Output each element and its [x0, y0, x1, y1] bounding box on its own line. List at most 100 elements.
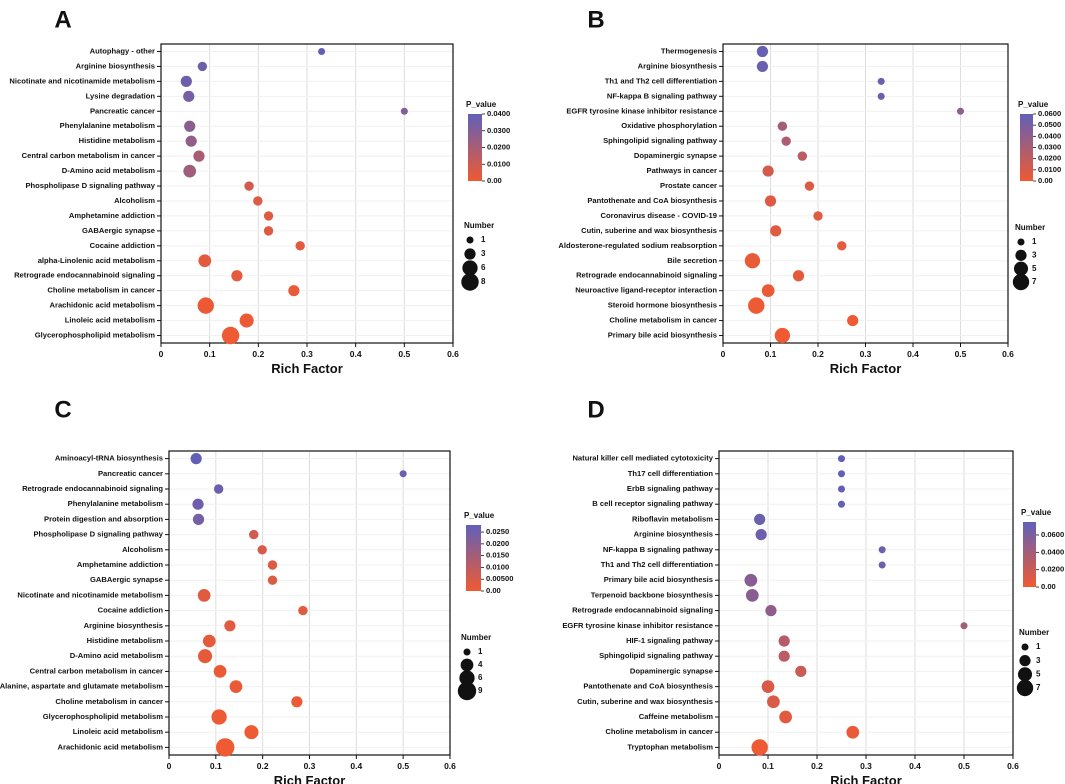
- panel-a-point[interactable]: [183, 90, 195, 102]
- panel-c-point[interactable]: [224, 620, 236, 632]
- panel-d-point[interactable]: [754, 513, 766, 526]
- panel-d-point[interactable]: [755, 528, 767, 541]
- panel-d-point[interactable]: [846, 725, 860, 739]
- panel-b-y-tick-label: Bile secretion: [667, 256, 717, 265]
- panel-a-x-axis-title: Rich Factor: [271, 361, 343, 376]
- panel-d-point[interactable]: [795, 665, 807, 678]
- panel-a-point[interactable]: [185, 135, 197, 147]
- panel-d-point[interactable]: [878, 561, 886, 569]
- panel-c-y-tick-label: Pancreatic cancer: [98, 469, 163, 478]
- panel-a-point[interactable]: [197, 61, 208, 72]
- panel-d-point[interactable]: [878, 546, 886, 554]
- panel-d-point[interactable]: [745, 589, 759, 602]
- panel-c-point[interactable]: [213, 665, 227, 678]
- panel-c-point[interactable]: [244, 725, 259, 740]
- panel-d-size-legend-dot: [1016, 679, 1034, 697]
- panel-a-point[interactable]: [197, 297, 214, 314]
- panel-b-point[interactable]: [762, 165, 774, 177]
- panel-b-point[interactable]: [847, 314, 859, 327]
- panel-c-point[interactable]: [215, 738, 235, 757]
- panel-d-y-tick-label: Tryptophan metabolism: [627, 742, 713, 751]
- panel-a-point[interactable]: [221, 326, 240, 345]
- panel-c-point[interactable]: [197, 589, 211, 602]
- panel-b-y-tick-label: NF-kappa B signaling pathway: [607, 91, 718, 100]
- panel-b-point[interactable]: [837, 241, 847, 251]
- panel-c-point[interactable]: [211, 709, 227, 725]
- panel-a-point[interactable]: [253, 196, 263, 206]
- panel-c-colorbar-tick-label: 0.00: [486, 586, 501, 595]
- panel-a-point[interactable]: [198, 254, 212, 268]
- panel-c-point[interactable]: [298, 605, 308, 616]
- panel-a-point[interactable]: [180, 75, 192, 87]
- panel-b-point[interactable]: [770, 225, 782, 237]
- panel-b-point[interactable]: [774, 327, 791, 344]
- panel-a-point[interactable]: [244, 181, 254, 191]
- panel-d-point[interactable]: [778, 650, 790, 662]
- panel-b-point[interactable]: [756, 60, 769, 73]
- panel-c-point[interactable]: [202, 634, 216, 648]
- panel-a-point[interactable]: [288, 285, 300, 297]
- panel-d-point[interactable]: [837, 455, 846, 463]
- panel-b-label: B: [587, 6, 604, 33]
- panel-c-point[interactable]: [192, 498, 204, 510]
- panel-c-point[interactable]: [399, 470, 407, 478]
- panel-d-point[interactable]: [837, 500, 846, 508]
- panel-c-y-tick-label: Central carbon metabolism in cancer: [30, 666, 163, 675]
- panel-c-point[interactable]: [192, 513, 205, 526]
- panel-c-point[interactable]: [291, 696, 303, 708]
- panel-d-point[interactable]: [837, 485, 846, 493]
- panel-a-point[interactable]: [183, 164, 197, 178]
- panel-d-y-tick-label: EGFR tyrosine kinase inhibitor resistanc…: [562, 621, 713, 630]
- panel-a-colorbar-tick-label: 0.0300: [487, 126, 510, 135]
- panel-b-size-legend-dot: [1015, 249, 1027, 261]
- panel-c-colorbar-tick-label: 0.0250: [486, 527, 509, 536]
- panel-b-y-tick-label: Primary bile acid biosynthesis: [608, 331, 717, 340]
- panel-b-point[interactable]: [956, 107, 965, 115]
- panel-d-point[interactable]: [767, 695, 780, 709]
- panel-d-point[interactable]: [765, 604, 777, 617]
- panel-a-size-legend-label: 8: [481, 277, 486, 286]
- panel-b-point[interactable]: [761, 284, 775, 298]
- panel-a-point[interactable]: [318, 47, 326, 56]
- panel-c-point[interactable]: [213, 484, 224, 494]
- panel-b-point[interactable]: [804, 181, 815, 191]
- panel-b-point[interactable]: [813, 211, 823, 221]
- panel-d-x-tick-label: 0.4: [909, 761, 921, 771]
- panel-c-point[interactable]: [267, 575, 278, 585]
- panel-b-point[interactable]: [764, 195, 777, 207]
- panel-d-point[interactable]: [751, 739, 768, 756]
- panel-b-point[interactable]: [797, 151, 808, 161]
- panel-b-point[interactable]: [877, 77, 885, 85]
- panel-a-point[interactable]: [263, 226, 274, 236]
- panel-d-point[interactable]: [960, 622, 968, 630]
- panel-a-point[interactable]: [193, 150, 205, 162]
- panel-b-point[interactable]: [748, 297, 765, 314]
- panel-d-point[interactable]: [744, 573, 758, 587]
- panel-c-point[interactable]: [229, 680, 243, 693]
- panel-a-point[interactable]: [400, 107, 408, 115]
- panel-a-point[interactable]: [231, 270, 243, 282]
- panel-b-point[interactable]: [756, 45, 769, 58]
- panel-b-point[interactable]: [781, 136, 791, 146]
- panel-b-point[interactable]: [792, 270, 805, 282]
- panel-a-y-tick-label: Amphetamine addiction: [69, 211, 155, 220]
- panel-c-point[interactable]: [190, 452, 202, 465]
- panel-b-point[interactable]: [777, 121, 788, 131]
- panel-b-point[interactable]: [877, 92, 885, 100]
- panel-a-point[interactable]: [239, 313, 254, 328]
- panel-d-point[interactable]: [761, 680, 775, 693]
- panel-c-point[interactable]: [267, 560, 278, 570]
- panel-d-point[interactable]: [778, 635, 790, 647]
- panel-c-size-legend-label: 4: [478, 660, 483, 669]
- panel-b-point[interactable]: [744, 253, 761, 269]
- panel-c-point[interactable]: [249, 529, 259, 540]
- panel-c-point[interactable]: [257, 545, 267, 555]
- panel-d-y-tick-label: HIF-1 signaling pathway: [626, 636, 714, 645]
- panel-d-y-tick-label: Primary bile acid biosynthesis: [604, 575, 713, 584]
- panel-a-point[interactable]: [184, 120, 196, 132]
- panel-c-point[interactable]: [198, 649, 213, 664]
- panel-d-point[interactable]: [779, 710, 793, 724]
- panel-d-point[interactable]: [837, 470, 846, 478]
- panel-a-point[interactable]: [295, 241, 305, 251]
- panel-a-point[interactable]: [263, 211, 274, 221]
